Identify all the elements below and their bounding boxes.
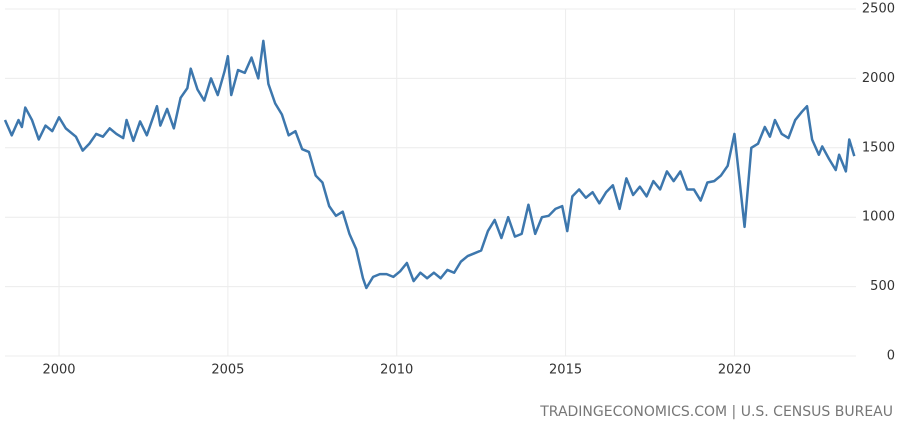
y-tick-label: 2000 <box>862 71 895 86</box>
y-tick-label: 2500 <box>862 2 895 17</box>
x-tick-label: 2010 <box>380 363 413 378</box>
data-line <box>3 39 856 290</box>
y-tick-label: 1500 <box>862 140 895 155</box>
x-tick-label: 2005 <box>211 363 244 378</box>
y-tick-label: 1000 <box>862 210 895 225</box>
x-tick-label: 2000 <box>42 363 75 378</box>
y-tick-label: 0 <box>887 349 895 364</box>
x-tick-label: 2020 <box>718 363 751 378</box>
y-tick-label: 500 <box>870 279 895 294</box>
x-tick-label: 2015 <box>549 363 582 378</box>
source: TRADINGECONOMICS.COM | U.S. CENSUS BUREA… <box>539 404 893 420</box>
